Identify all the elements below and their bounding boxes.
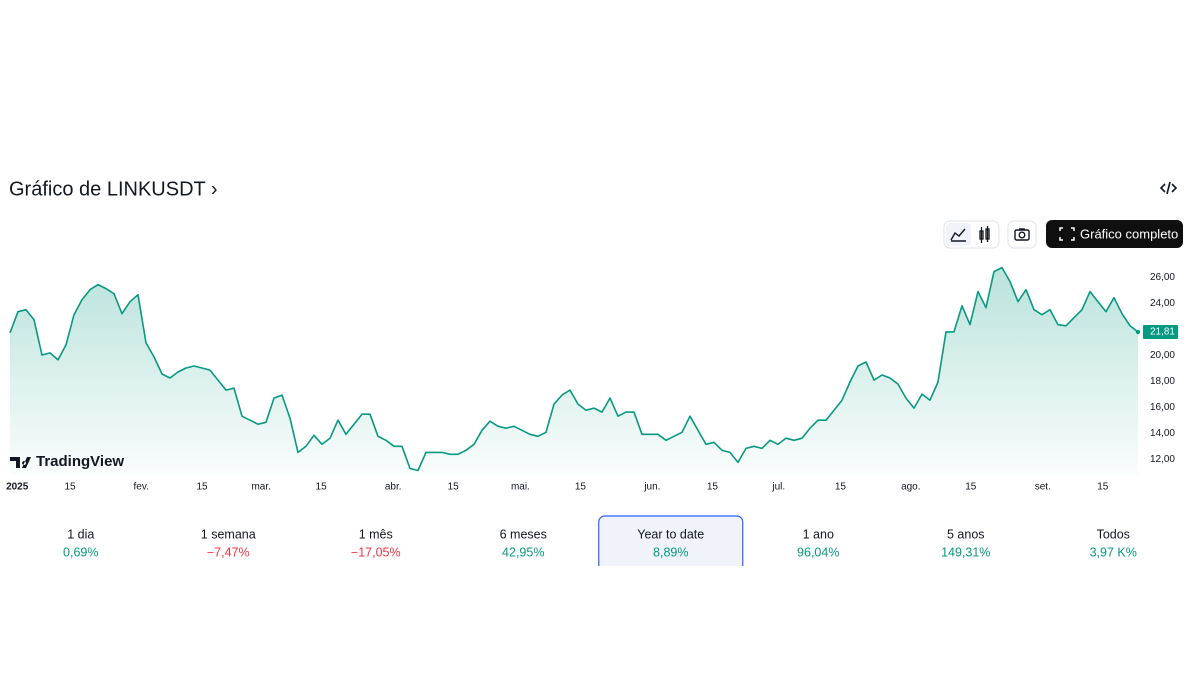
x-tick-label: 2025	[6, 482, 29, 493]
y-tick-label: 26,00	[1150, 272, 1175, 283]
price-tag-label: 21,81	[1150, 327, 1175, 338]
period-label[interactable]: 6 meses	[500, 527, 547, 541]
brand: TradingView	[10, 453, 124, 470]
period-change[interactable]: 149,31%	[941, 545, 990, 559]
y-tick-label: 14,00	[1150, 428, 1175, 439]
camera-icon	[1014, 228, 1030, 241]
x-tick-label: jun.	[643, 482, 660, 493]
snapshot-button[interactable]	[1007, 220, 1037, 249]
fullscreen-icon	[1059, 227, 1075, 241]
period-change[interactable]: 96,04%	[797, 545, 839, 559]
x-tick-label: 15	[1097, 482, 1109, 493]
period-label[interactable]: Year to date	[637, 527, 704, 541]
area-icon	[950, 228, 966, 242]
last-point	[1135, 329, 1141, 335]
brand-name: TradingView	[36, 453, 124, 470]
x-tick-label: 15	[316, 482, 328, 493]
x-tick-label: 15	[575, 482, 587, 493]
y-tick-label: 20,00	[1150, 350, 1175, 361]
period-change[interactable]: 0,69%	[63, 545, 98, 559]
x-tick-label: 15	[448, 482, 460, 493]
x-tick-label: 15	[965, 482, 977, 493]
y-tick-label: 18,00	[1150, 376, 1175, 387]
x-tick-label: set.	[1035, 482, 1051, 493]
area-type-button[interactable]	[946, 223, 971, 246]
full-chart-button[interactable]	[1046, 220, 1183, 248]
x-tick-label: 15	[707, 482, 719, 493]
period-label[interactable]: 1 semana	[201, 527, 256, 541]
period-tabs: 1 dia 0,69% 1 semana −7,47% 1 mês −17,05% 6 me…	[63, 515, 1137, 566]
x-tick-label: mai.	[511, 482, 530, 493]
y-tick-label: 16,00	[1150, 402, 1175, 413]
period-change[interactable]: −17,05%	[351, 545, 401, 559]
period-label[interactable]: 1 mês	[359, 527, 393, 541]
x-tick-label: abr.	[385, 482, 402, 493]
x-tick-label: 15	[835, 482, 847, 493]
plot: 12,0014,0016,0018,0020,0022,0024,0026,00…	[6, 266, 1178, 493]
period-change[interactable]: −7,47%	[207, 545, 250, 559]
x-tick-label: mar.	[251, 482, 270, 493]
x-tick-label: 15	[64, 482, 76, 493]
x-tick-label: 15	[196, 482, 208, 493]
selected-tab	[598, 515, 744, 566]
brand-logo	[10, 457, 31, 468]
price-line	[9, 266, 1139, 472]
y-tick-label: 24,00	[1150, 298, 1175, 309]
period-change[interactable]: 42,95%	[502, 545, 544, 559]
period-change[interactable]: 3,97 K%	[1090, 545, 1137, 559]
title[interactable]: Gráfico de LINKUSDT ›	[9, 178, 218, 200]
x-tick-label: jul.	[771, 482, 785, 493]
x-tick-label: fev.	[134, 482, 149, 493]
embed-icon[interactable]	[1159, 181, 1178, 195]
period-label[interactable]: Todos	[1097, 527, 1130, 541]
period-label[interactable]: 1 ano	[803, 527, 834, 541]
candle-type-button[interactable]	[979, 226, 990, 243]
period-change[interactable]: 8,89%	[653, 545, 688, 559]
price-tag	[1143, 325, 1178, 340]
period-label[interactable]: 5 anos	[947, 527, 985, 541]
area-fill	[10, 267, 1138, 475]
period-label[interactable]: 1 dia	[67, 527, 94, 541]
x-tick-label: ago.	[901, 482, 920, 493]
full-chart-label: Gráfico completo	[1080, 226, 1178, 241]
y-tick-label: 12,00	[1150, 454, 1175, 465]
